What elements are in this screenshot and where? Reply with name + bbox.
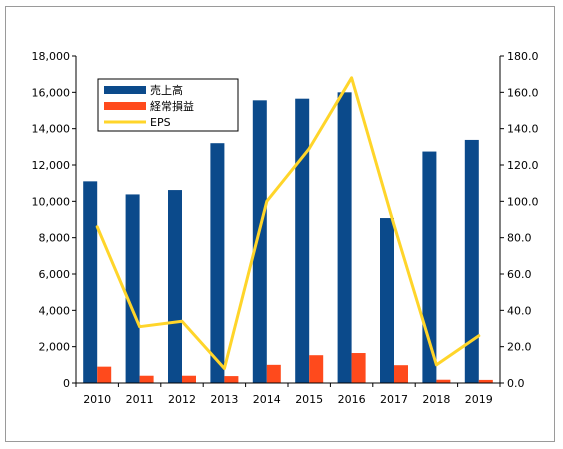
bar-layer: [83, 92, 493, 384]
right-tick-label: 60.0: [507, 268, 532, 281]
left-tick-label: 8,000: [39, 232, 71, 245]
bar-sales: [464, 139, 479, 383]
x-tick-label: 2013: [210, 393, 238, 406]
right-tick-label: 20.0: [507, 341, 532, 354]
legend-label-sales: 売上高: [150, 83, 183, 97]
left-tick-label: 10,000: [32, 195, 71, 208]
legend-swatch-ordinary-profit: [104, 102, 146, 110]
bar-ordinary-profit: [224, 376, 239, 383]
bar-ordinary-profit: [139, 375, 154, 383]
bar-sales: [295, 98, 310, 384]
right-tick-label: 160.0: [507, 86, 539, 99]
left-tick-label: 0: [63, 377, 70, 390]
eps-series-line: [95, 76, 481, 370]
left-tick-label: 2,000: [39, 341, 71, 354]
left-tick-label: 4,000: [39, 304, 71, 317]
legend-label-eps: EPS: [150, 116, 171, 129]
bar-ordinary-profit: [351, 353, 366, 383]
left-tick-label: 6,000: [39, 268, 71, 281]
right-tick-label: 0.0: [507, 377, 525, 390]
bar-sales: [168, 190, 182, 383]
x-tick-label: 2018: [422, 393, 450, 406]
right-tick-label: 80.0: [507, 232, 532, 245]
x-tick-label: 2014: [253, 393, 281, 406]
bar-ordinary-profit: [309, 355, 324, 383]
bar-ordinary-profit: [436, 379, 451, 383]
x-tick-label: 2016: [338, 393, 366, 406]
bar-sales: [422, 151, 437, 383]
right-tick-label: 100.0: [507, 195, 539, 208]
bar-ordinary-profit: [394, 365, 408, 383]
right-tick-label: 120.0: [507, 159, 539, 172]
right-tick-label: 140.0: [507, 123, 539, 136]
bar-ordinary-profit: [478, 379, 493, 383]
left-tick-label: 12,000: [32, 159, 71, 172]
legend-swatch-sales: [104, 86, 146, 94]
x-tick-label: 2012: [168, 393, 196, 406]
bar-ordinary-profit: [97, 366, 112, 383]
right-tick-label: 180.0: [507, 50, 539, 63]
left-tick-label: 16,000: [32, 86, 71, 99]
axes-layer: 0 2,000 4,000 6,000 8,000 10,000 12,000 14,000 1…: [32, 50, 539, 406]
x-tick-label: 2019: [465, 393, 493, 406]
x-tick-label: 2011: [126, 393, 154, 406]
left-tick-label: 18,000: [32, 50, 71, 63]
left-tick-label: 14,000: [32, 123, 71, 136]
bar-sales: [125, 194, 140, 383]
eps-line-layer: [95, 76, 481, 370]
bar-sales: [252, 100, 267, 384]
legend: 売上高 経常損益 EPS: [97, 78, 239, 132]
bar-sales: [83, 181, 98, 383]
bar-ordinary-profit: [266, 364, 281, 383]
x-tick-label: 2017: [380, 393, 408, 406]
x-tick-label: 2010: [83, 393, 111, 406]
x-tick-label: 2015: [295, 393, 323, 406]
right-tick-label: 40.0: [507, 304, 532, 317]
legend-label-ordinary-profit: 経常損益: [150, 99, 194, 113]
bar-sales: [210, 143, 225, 383]
bar-sales: [380, 218, 394, 383]
bar-sales: [337, 92, 352, 383]
bar-ordinary-profit: [182, 375, 196, 383]
